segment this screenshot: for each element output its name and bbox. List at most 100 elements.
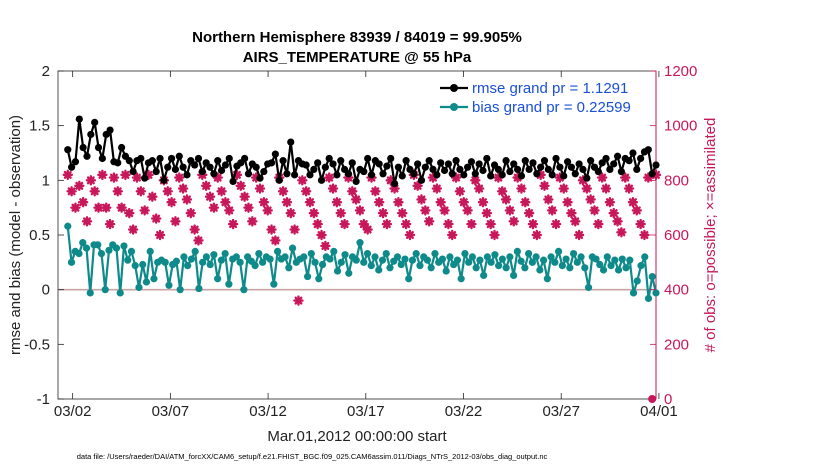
obs-point-stroke [236, 181, 245, 190]
obs-point-stroke [371, 187, 380, 196]
rmse-point [337, 157, 345, 165]
obs-point [316, 229, 327, 241]
obs-point-stroke [490, 230, 499, 240]
bias-point [626, 256, 634, 264]
obs-point [339, 218, 350, 230]
rmse-point [556, 163, 564, 171]
obs-point-stroke [455, 187, 464, 196]
rmse-point [71, 158, 80, 166]
rmse-point [217, 166, 226, 175]
obs-point [270, 235, 281, 246]
rmse-point [502, 157, 510, 165]
bias-point [521, 264, 529, 272]
rmse-point [464, 163, 472, 171]
obs-point-stroke [98, 170, 107, 179]
obs-point-stroke [375, 198, 384, 207]
bias-point [513, 247, 521, 255]
rmse-point [444, 160, 452, 168]
rmse-point [487, 172, 495, 180]
rmse-point [613, 152, 622, 160]
rmse-point [494, 165, 502, 173]
obs-point [589, 205, 600, 216]
bias-point [603, 253, 611, 261]
rmse-point [64, 146, 72, 154]
obs-point-stroke [186, 209, 195, 218]
obs-point [500, 194, 512, 205]
obs-point-stroke [282, 198, 291, 207]
obs-point-stroke [194, 236, 203, 245]
obs-point-stroke [590, 206, 599, 215]
obs-point-stroke [286, 209, 295, 218]
rmse-point [629, 149, 637, 157]
rmse-point [417, 176, 426, 184]
rmse-point [544, 165, 552, 173]
obs-point [516, 183, 527, 194]
bias-point [165, 281, 173, 289]
rmse-point [125, 157, 133, 165]
obs-point-stroke [229, 220, 238, 229]
obs-point-stroke [594, 220, 603, 229]
obs-point [623, 183, 635, 194]
obs-point [462, 205, 473, 216]
obs-point [285, 207, 296, 219]
rmse-point [529, 159, 537, 167]
obs-point [200, 180, 212, 192]
y-tick-label: 0 [42, 282, 50, 299]
obs-point-stroke [294, 296, 303, 305]
bias-point [352, 256, 360, 264]
obs-point-stroke [563, 198, 572, 207]
rmse-point [348, 159, 356, 167]
bias-point [112, 244, 121, 252]
rmse-point [148, 157, 156, 165]
rmse-series [64, 115, 660, 188]
rmse-point [229, 177, 237, 186]
bias-point [446, 253, 454, 261]
obs-point-stroke [402, 220, 411, 229]
bias-point [180, 253, 188, 261]
y-tick-label: -1 [37, 391, 50, 408]
x-tick-label: 04/01 [640, 403, 678, 420]
bias-point [536, 266, 544, 274]
obs-point [62, 169, 73, 181]
bias-point [311, 258, 319, 266]
bias-point [161, 258, 169, 266]
rmse-point [510, 160, 518, 168]
bias-point [431, 249, 439, 258]
bias-point [566, 264, 574, 272]
obs-point [127, 224, 139, 235]
obs-point [558, 183, 569, 194]
bias-point [318, 260, 327, 269]
obs-point-stroke [413, 181, 422, 190]
obs-point [585, 194, 596, 205]
bias-point [217, 256, 225, 264]
bias-point [622, 264, 630, 272]
obs-point-stroke [632, 206, 641, 215]
bias-point [97, 249, 106, 258]
obs-point-stroke [209, 203, 218, 212]
obs-point [289, 224, 300, 235]
rmse-point [587, 157, 595, 165]
obs-point [254, 183, 266, 194]
bias-point [525, 249, 533, 258]
rmse-point [579, 165, 587, 173]
obs-point-stroke [355, 206, 364, 215]
obs-point-stroke [225, 206, 234, 215]
rmse-point [398, 172, 406, 180]
bias-point [461, 249, 469, 258]
obs-point [466, 218, 477, 230]
obs-point [570, 216, 581, 227]
rmse-point [310, 165, 318, 173]
obs-point [600, 183, 612, 194]
bias-point [581, 264, 589, 272]
rmse-point [141, 174, 149, 182]
bias-point [633, 277, 641, 285]
bias-point [142, 278, 151, 286]
obs-point [404, 229, 416, 241]
bias-point [187, 255, 196, 263]
obs-point [174, 172, 185, 183]
obs-point [239, 191, 250, 202]
obs-point-stroke [548, 206, 557, 215]
bias-point [483, 253, 491, 261]
obs-point [135, 186, 147, 197]
obs-point [447, 229, 458, 241]
